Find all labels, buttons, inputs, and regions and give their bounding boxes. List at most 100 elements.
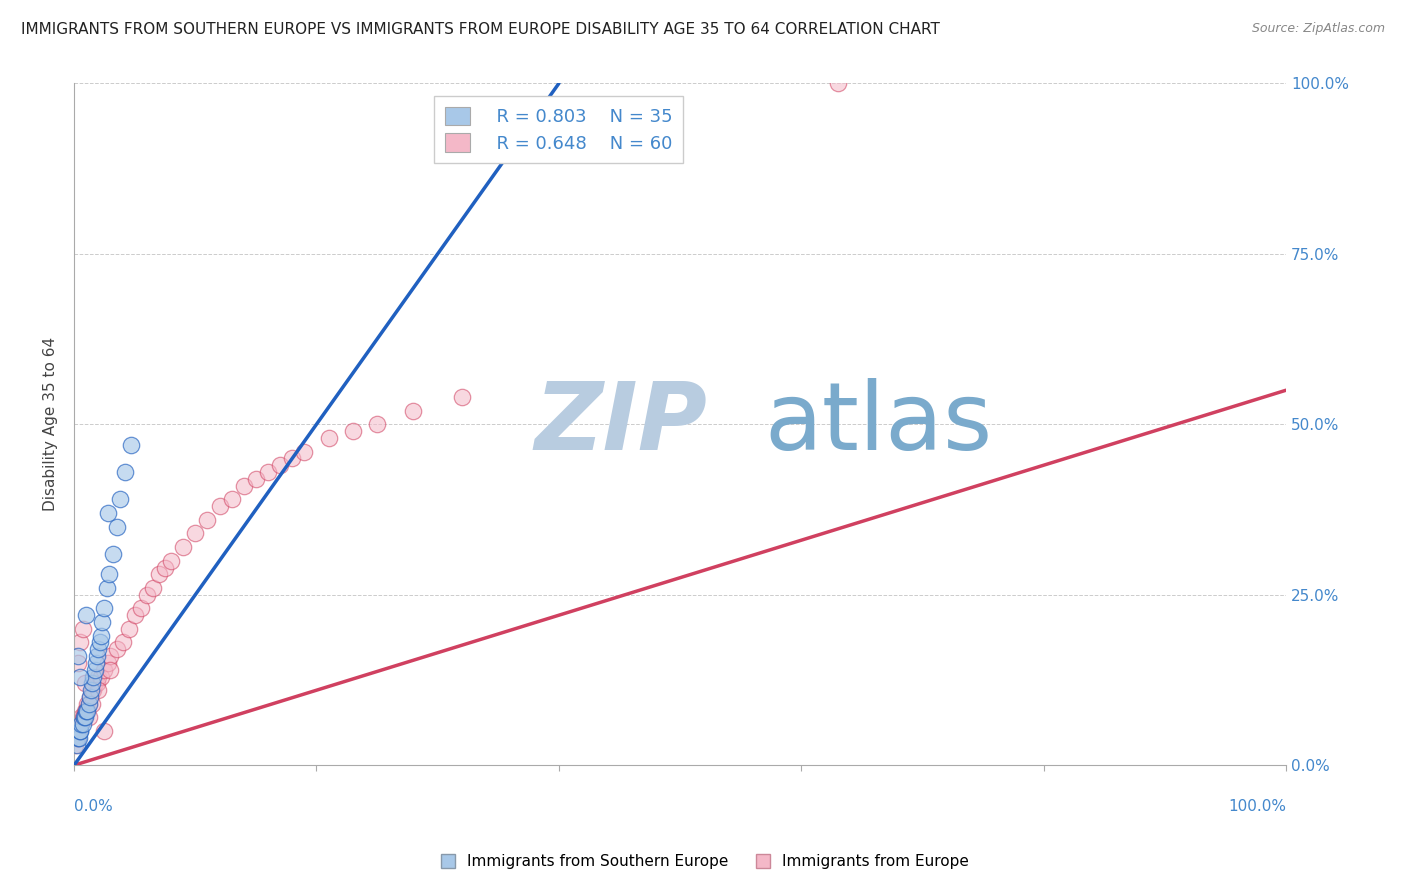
- Point: [76, 697, 98, 711]
- Point: [97, 506, 120, 520]
- Point: [245, 472, 267, 486]
- Point: [451, 390, 474, 404]
- Point: [69, 670, 91, 684]
- Point: [281, 451, 304, 466]
- Point: [67, 724, 90, 739]
- Point: [77, 697, 100, 711]
- Point: [84, 656, 107, 670]
- Point: [87, 683, 110, 698]
- Point: [70, 717, 93, 731]
- Point: [91, 615, 114, 629]
- Text: 0.0%: 0.0%: [75, 799, 112, 814]
- Point: [160, 554, 183, 568]
- Point: [83, 676, 105, 690]
- Point: [342, 424, 364, 438]
- Point: [83, 663, 105, 677]
- Point: [96, 581, 118, 595]
- Point: [90, 670, 112, 684]
- Point: [82, 697, 104, 711]
- Point: [69, 717, 91, 731]
- Legend: Immigrants from Southern Europe, Immigrants from Europe: Immigrants from Southern Europe, Immigra…: [430, 848, 976, 875]
- Point: [86, 676, 108, 690]
- Point: [79, 690, 101, 704]
- Point: [73, 710, 96, 724]
- Point: [232, 478, 254, 492]
- Point: [80, 683, 103, 698]
- Point: [75, 608, 97, 623]
- Point: [124, 608, 146, 623]
- Point: [66, 649, 89, 664]
- Point: [257, 465, 280, 479]
- Point: [66, 731, 89, 745]
- Point: [366, 417, 388, 432]
- Point: [105, 519, 128, 533]
- Point: [82, 676, 104, 690]
- Point: [93, 663, 115, 677]
- Point: [73, 710, 96, 724]
- Point: [86, 649, 108, 664]
- Point: [66, 656, 89, 670]
- Point: [318, 431, 340, 445]
- Point: [172, 540, 194, 554]
- Text: atlas: atlas: [765, 378, 993, 470]
- Point: [65, 738, 87, 752]
- Point: [69, 724, 91, 739]
- Y-axis label: Disability Age 35 to 64: Disability Age 35 to 64: [44, 337, 58, 511]
- Point: [269, 458, 291, 473]
- Point: [69, 635, 91, 649]
- Point: [100, 649, 122, 664]
- Point: [73, 710, 96, 724]
- Text: IMMIGRANTS FROM SOUTHERN EUROPE VS IMMIGRANTS FROM EUROPE DISABILITY AGE 35 TO 6: IMMIGRANTS FROM SOUTHERN EUROPE VS IMMIG…: [21, 22, 941, 37]
- Point: [120, 438, 142, 452]
- Point: [77, 710, 100, 724]
- Point: [101, 547, 124, 561]
- Point: [292, 444, 315, 458]
- Point: [208, 499, 231, 513]
- Point: [148, 567, 170, 582]
- Point: [75, 704, 97, 718]
- Point: [402, 403, 425, 417]
- Point: [76, 704, 98, 718]
- Point: [82, 670, 104, 684]
- Point: [153, 560, 176, 574]
- Point: [129, 601, 152, 615]
- Point: [100, 663, 122, 677]
- Point: [221, 492, 243, 507]
- Text: Source: ZipAtlas.com: Source: ZipAtlas.com: [1251, 22, 1385, 36]
- Point: [72, 622, 94, 636]
- Point: [105, 642, 128, 657]
- Legend:   R = 0.803    N = 35,   R = 0.648    N = 60: R = 0.803 N = 35, R = 0.648 N = 60: [434, 95, 683, 163]
- Point: [67, 731, 90, 745]
- Point: [70, 710, 93, 724]
- Point: [69, 717, 91, 731]
- Point: [79, 690, 101, 704]
- Point: [114, 465, 136, 479]
- Point: [90, 629, 112, 643]
- Point: [117, 622, 139, 636]
- Point: [65, 731, 87, 745]
- Point: [73, 676, 96, 690]
- Text: 100.0%: 100.0%: [1227, 799, 1286, 814]
- Point: [135, 588, 157, 602]
- Point: [87, 670, 110, 684]
- Point: [197, 513, 219, 527]
- Point: [97, 656, 120, 670]
- Point: [827, 77, 849, 91]
- Point: [89, 635, 111, 649]
- Point: [77, 697, 100, 711]
- Point: [66, 724, 89, 739]
- Point: [69, 724, 91, 739]
- Point: [72, 717, 94, 731]
- Point: [108, 492, 131, 507]
- Point: [73, 704, 96, 718]
- Point: [82, 683, 104, 698]
- Point: [184, 526, 207, 541]
- Point: [98, 567, 121, 582]
- Point: [82, 683, 104, 698]
- Point: [87, 642, 110, 657]
- Point: [75, 704, 97, 718]
- Point: [66, 731, 89, 745]
- Point: [111, 635, 134, 649]
- Point: [93, 724, 115, 739]
- Point: [65, 738, 87, 752]
